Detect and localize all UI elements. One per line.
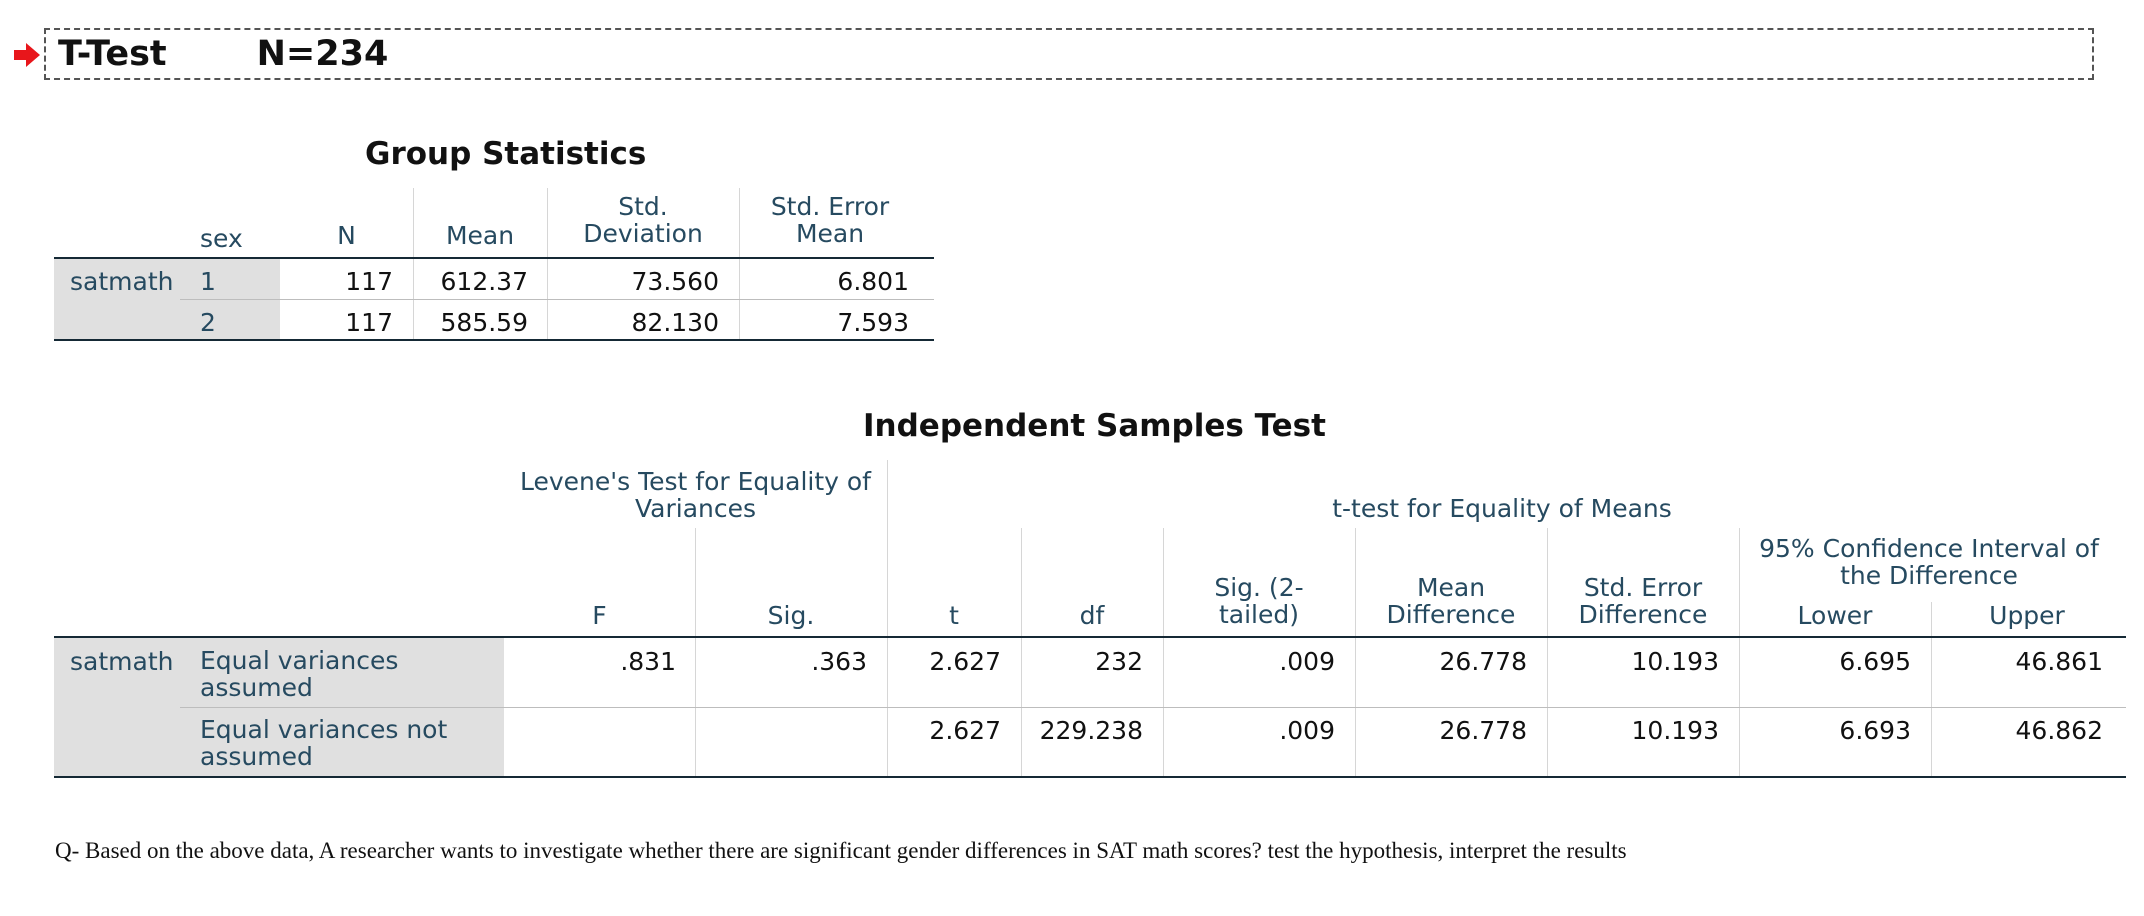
- col-std-dev-line1: Std.: [618, 192, 668, 221]
- cell-std-err-diff: 10.193: [1631, 647, 1719, 676]
- col-sig: Sig.: [767, 601, 815, 630]
- col-std-err-mean: Std. Error Mean: [739, 193, 921, 247]
- cell-std-err: 6.801: [837, 267, 909, 296]
- col-sex: sex: [200, 224, 243, 253]
- col-t: t: [949, 601, 959, 630]
- col-mean: Mean: [445, 221, 515, 250]
- cell-upper: 46.861: [2015, 647, 2103, 676]
- cell-sig-2-tailed: .009: [1279, 647, 1335, 676]
- col-sed-line1: Std. Error: [1583, 573, 1703, 602]
- col-sig2-line1: Sig. (2-: [1214, 573, 1304, 602]
- col-std-err-diff: Std. Error Difference: [1547, 574, 1739, 628]
- row-label-equal-var-not-assumed: Equal variances not assumed: [200, 716, 447, 770]
- ci-header-line1: 95% Confidence Interval of: [1759, 534, 2099, 563]
- cell-sex: 2: [200, 308, 216, 337]
- cell-std-dev: 73.560: [631, 267, 719, 296]
- cell-upper: 46.862: [2015, 716, 2103, 745]
- cell-lower: 6.695: [1839, 647, 1911, 676]
- cell-n: 117: [345, 308, 393, 337]
- cell-n: 117: [345, 267, 393, 296]
- levene-header: Levene's Test for Equality of Variances: [504, 468, 887, 522]
- cell-df: 229.238: [1039, 716, 1143, 745]
- output-title: T-Test N=234: [58, 34, 388, 74]
- group-stats-title: Group Statistics: [365, 136, 647, 172]
- question-text: Q- Based on the above data, A researcher…: [55, 838, 1627, 863]
- levene-header-line2: Variances: [634, 494, 757, 523]
- output-header-box: [44, 28, 2094, 80]
- col-lower: Lower: [1797, 601, 1873, 630]
- ci-header: 95% Confidence Interval of the Differenc…: [1739, 535, 2119, 589]
- cell-mean: 585.59: [440, 308, 528, 337]
- ci-header-line2: the Difference: [1840, 561, 2018, 590]
- col-md-line1: Mean: [1416, 573, 1486, 602]
- cell-lower: 6.693: [1839, 716, 1911, 745]
- ttest-title: T-Test: [58, 34, 167, 74]
- col-mean-diff: Mean Difference: [1355, 574, 1547, 628]
- cell-t: 2.627: [929, 647, 1001, 676]
- cell-mean-diff: 26.778: [1439, 716, 1527, 745]
- row-label-line1: Equal variances: [200, 646, 399, 675]
- cell-f: .831: [620, 647, 676, 676]
- col-upper: Upper: [1989, 601, 2065, 630]
- col-sig2-line2: tailed): [1218, 600, 1300, 629]
- col-std-err-line1: Std. Error: [770, 192, 890, 221]
- row-label-line1: Equal variances not: [200, 715, 448, 744]
- cell-mean-diff: 26.778: [1439, 647, 1527, 676]
- ttest-header: t-test for Equality of Means: [1332, 494, 1672, 523]
- col-std-dev-line2: Deviation: [583, 219, 703, 248]
- cell-t: 2.627: [929, 716, 1001, 745]
- col-f: F: [592, 601, 607, 630]
- cell-sig-2-tailed: .009: [1279, 716, 1335, 745]
- col-sig-2-tailed: Sig. (2- tailed): [1163, 574, 1355, 628]
- cell-mean: 612.37: [440, 267, 528, 296]
- cell-std-dev: 82.130: [631, 308, 719, 337]
- cell-df: 232: [1095, 647, 1143, 676]
- cell-std-err: 7.593: [837, 308, 909, 337]
- cell-sig: .363: [811, 647, 867, 676]
- row-variable-satmath: satmath: [70, 267, 174, 296]
- col-sed-line2: Difference: [1578, 600, 1708, 629]
- ind-test-title: Independent Samples Test: [863, 408, 1326, 444]
- col-std-err-line2: Mean: [795, 219, 865, 248]
- col-md-line2: Difference: [1386, 600, 1516, 629]
- arrow-marker-icon: [14, 43, 40, 67]
- col-n: N: [337, 221, 356, 250]
- cell-std-err-diff: 10.193: [1631, 716, 1719, 745]
- cell-sex: 1: [200, 267, 216, 296]
- col-df: df: [1079, 601, 1105, 630]
- row-variable-satmath: satmath: [70, 647, 174, 676]
- col-std-dev: Std. Deviation: [547, 193, 739, 247]
- row-label-line2: assumed: [200, 742, 313, 771]
- sample-size-label: N=234: [256, 34, 389, 74]
- levene-header-line1: Levene's Test for Equality of: [520, 467, 871, 496]
- row-label-line2: assumed: [200, 673, 313, 702]
- row-label-equal-var-assumed: Equal variances assumed: [200, 647, 398, 701]
